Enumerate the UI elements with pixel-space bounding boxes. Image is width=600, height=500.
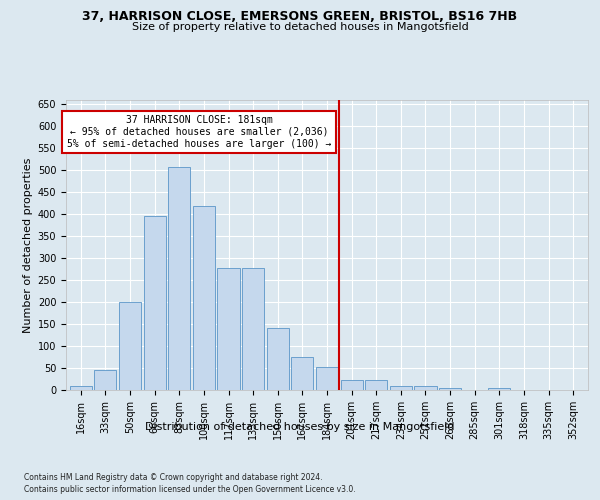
Bar [242,268,264,390]
Bar [119,302,141,390]
Text: Contains public sector information licensed under the Open Government Licence v3: Contains public sector information licen… [24,485,356,494]
Y-axis label: Number of detached properties: Number of detached properties [23,158,34,332]
Bar [365,380,388,390]
Text: Contains HM Land Registry data © Crown copyright and database right 2024.: Contains HM Land Registry data © Crown c… [24,472,323,482]
Bar [390,386,412,390]
Bar [488,388,511,390]
Bar [341,380,363,390]
Bar [143,216,166,390]
Bar [291,356,313,390]
Bar [316,366,338,390]
Bar [168,167,190,390]
Text: 37 HARRISON CLOSE: 181sqm
← 95% of detached houses are smaller (2,036)
5% of sem: 37 HARRISON CLOSE: 181sqm ← 95% of detac… [67,116,331,148]
Bar [415,386,437,390]
Text: Size of property relative to detached houses in Mangotsfield: Size of property relative to detached ho… [131,22,469,32]
Text: Distribution of detached houses by size in Mangotsfield: Distribution of detached houses by size … [145,422,455,432]
Bar [193,206,215,390]
Bar [217,268,239,390]
Text: 37, HARRISON CLOSE, EMERSONS GREEN, BRISTOL, BS16 7HB: 37, HARRISON CLOSE, EMERSONS GREEN, BRIS… [82,10,518,23]
Bar [94,370,116,390]
Bar [439,388,461,390]
Bar [70,386,92,390]
Bar [266,328,289,390]
